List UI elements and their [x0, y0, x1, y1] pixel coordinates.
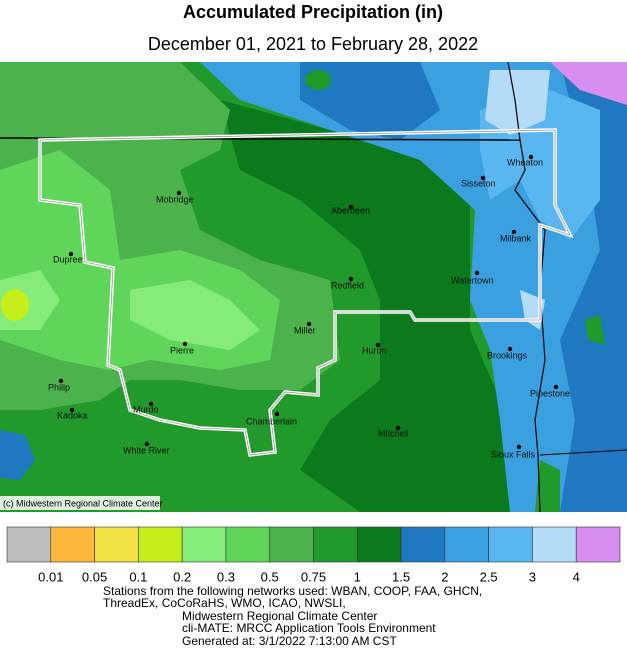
city-dot [348, 276, 354, 282]
city-dot [69, 407, 75, 413]
legend-swatch [532, 526, 577, 563]
city-dot [58, 378, 64, 384]
city-dot [144, 441, 150, 447]
city-label: Sisseton [461, 178, 496, 188]
legend-swatch [50, 526, 95, 563]
subtitle: December 01, 2021 to February 28, 2022 [148, 34, 478, 54]
legend: 0.01 0.05 0.1 0.2 0.3 0.5 0.75 1 1.5 2 2.5 3 4 [6, 526, 621, 584]
legend-label: 0.5 [261, 569, 279, 584]
city-label: Redfield [331, 280, 364, 290]
legend-swatch [181, 526, 227, 563]
legend-label: 3 [529, 569, 536, 584]
footer-line: Stations from the following networks use… [103, 584, 482, 598]
legend-swatch [400, 526, 446, 563]
legend-label: 0.05 [82, 569, 107, 584]
title: Accumulated Precipitation (in) [183, 2, 443, 22]
city-dot [148, 401, 154, 407]
cities: Wheaton Sisseton Mobridge Aberdeen Milbank Du… [48, 154, 570, 459]
city-dot [516, 444, 522, 450]
city-label: Wheaton [507, 157, 543, 167]
city-label: Murdo [133, 404, 159, 414]
city-dot [68, 251, 74, 257]
city-label: Mobridge [156, 194, 194, 204]
footer-line: ThreadEx, CoCoRaHS, WMO, ICAO, NWSLI, [103, 596, 346, 610]
city-dot [553, 384, 559, 390]
legend-swatch [444, 526, 489, 563]
legend-label: 4 [573, 569, 580, 584]
city-label: Kadoka [57, 410, 88, 420]
legend-label: 0.2 [173, 569, 191, 584]
legend-label: 0.1 [129, 569, 147, 584]
legend-label: 0.75 [301, 569, 326, 584]
footer-line: Generated at: 3/1/2022 7:13:00 AM CST [182, 634, 397, 648]
city-label: Chamberlain [246, 416, 297, 426]
legend-swatch [575, 526, 621, 563]
city-dot [274, 411, 280, 417]
city-label: Philip [48, 382, 70, 392]
legend-swatch [138, 526, 183, 563]
city-label: Brookings [487, 350, 528, 360]
city-label: Dupree [53, 254, 83, 264]
city-label: Miller [294, 325, 316, 335]
legend-label: 1.5 [392, 569, 410, 584]
city-label: Aberdeen [331, 205, 370, 215]
legend-swatch [356, 526, 402, 563]
legend-label: 2.5 [480, 569, 498, 584]
legend-label: 1 [354, 569, 361, 584]
map: (c) Midwestern Regional Climate Center [0, 61, 627, 513]
legend-swatch [94, 526, 139, 563]
legend-swatch [488, 526, 533, 563]
city-dot [348, 204, 354, 210]
city-label: Mitchell [378, 428, 409, 438]
legend-label: 0.01 [38, 569, 63, 584]
city-dot [306, 321, 312, 327]
city-dot [375, 342, 381, 348]
city-label: White River [123, 445, 170, 455]
city-dot [182, 341, 188, 347]
legend-swatch [313, 526, 358, 563]
city-label: Pierre [170, 345, 194, 355]
city-dot [474, 270, 480, 276]
city-dot [176, 190, 182, 196]
city-dot [511, 229, 517, 235]
legend-swatch [225, 526, 271, 563]
legend-label: 2 [441, 569, 448, 584]
credit: (c) Midwestern Regional Climate Center [3, 498, 163, 508]
legend-swatch [269, 526, 314, 563]
city-label: Milbank [500, 233, 532, 243]
city-label: Watertown [451, 275, 494, 285]
footer-line: cli-MATE: MRCC Application Tools Environ… [182, 621, 436, 635]
city-dot [395, 425, 401, 431]
city-dot [480, 175, 486, 181]
city-dot [507, 346, 513, 352]
legend-swatch [6, 526, 52, 563]
city-label: Sioux Falls [491, 449, 536, 459]
legend-label: 0.3 [217, 569, 235, 584]
city-label: Pipestone [530, 388, 570, 398]
city-label: Huron [362, 345, 387, 355]
footer-line: Midwestern Regional Climate Center [182, 609, 377, 623]
city-dot [528, 154, 534, 160]
